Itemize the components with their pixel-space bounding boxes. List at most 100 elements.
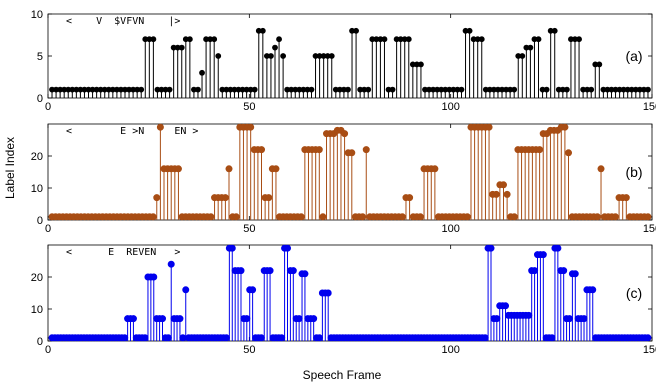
stem-marker <box>158 315 166 323</box>
stem-marker <box>272 165 280 173</box>
stem-marker <box>278 334 286 342</box>
stem-marker <box>466 27 473 34</box>
y-tick-label: 20 <box>31 151 43 163</box>
x-tick-label: 0 <box>45 344 51 356</box>
stem-marker <box>536 146 544 154</box>
panel-1: 0 50 100 150 0 5 10 < V $VFVN |> (a) <box>31 9 656 113</box>
x-tick-label: 150 <box>643 223 656 235</box>
y-tick-label: 10 <box>31 9 43 21</box>
stem-marker <box>563 86 570 93</box>
stem-marker <box>280 53 287 59</box>
stem-marker <box>228 244 236 252</box>
x-tick-label: 0 <box>45 101 51 113</box>
stem-marker <box>348 149 356 157</box>
stem-marker <box>297 213 305 221</box>
y-tick-label: 10 <box>31 304 43 316</box>
panel-tag: (c) <box>626 285 642 301</box>
panel-tag: (a) <box>625 48 642 64</box>
stem-marker <box>500 181 508 189</box>
y-tick-label: 10 <box>31 183 43 195</box>
x-tick-label: 150 <box>643 101 656 113</box>
stem-marker <box>259 27 266 34</box>
stem-marker <box>237 267 245 275</box>
stem-marker <box>416 213 424 221</box>
stem-marker <box>531 267 539 275</box>
y-tick-label: 0 <box>37 93 43 105</box>
stem-marker <box>622 194 630 202</box>
stem-marker <box>164 334 172 342</box>
stem-marker <box>315 146 323 154</box>
stem-marker <box>272 44 278 51</box>
x-axis-label: Speech Frame <box>303 368 382 382</box>
y-tick-label: 20 <box>31 272 43 284</box>
stem-marker <box>644 334 652 342</box>
stem-marker <box>554 244 562 252</box>
stem-marker <box>215 53 222 59</box>
stem-marker <box>249 286 257 294</box>
x-tick-label: 100 <box>441 344 459 356</box>
stem-marker <box>178 44 185 51</box>
stem-marker <box>645 86 651 93</box>
x-tick-label: 50 <box>243 223 255 235</box>
y-tick-label: 5 <box>37 51 43 63</box>
stem-marker <box>487 244 495 252</box>
stem-marker <box>580 315 588 323</box>
stem-marker <box>149 213 157 221</box>
stem-marker <box>247 123 255 131</box>
stem-marker <box>324 289 332 297</box>
stem-marker <box>611 213 619 221</box>
y-tick-label: 0 <box>37 336 43 348</box>
stem-marker <box>182 286 190 294</box>
x-tick-label: 50 <box>243 101 255 113</box>
stem-marker <box>341 130 349 138</box>
stem-marker <box>225 165 233 173</box>
stem-marker <box>257 334 265 342</box>
stem-marker <box>502 302 510 310</box>
stem-marker <box>431 165 439 173</box>
stem-marker <box>492 190 500 198</box>
stem-marker <box>289 267 297 275</box>
stem-marker <box>222 334 230 342</box>
stem-marker <box>276 36 282 43</box>
stem-marker <box>510 213 518 221</box>
stem-marker <box>596 61 603 68</box>
stem-marker <box>503 190 511 198</box>
stem-marker <box>319 213 327 221</box>
stem-marker <box>353 27 359 34</box>
stem-marker <box>597 165 605 173</box>
stem-marker <box>211 36 218 43</box>
stem-marker <box>576 36 582 43</box>
stem-marker <box>389 86 396 93</box>
panel-2: 0 50 100 150 0 10 20 < E >N EN > (b) <box>31 123 656 235</box>
stem-marker <box>345 86 351 93</box>
stem-marker <box>405 36 412 43</box>
stem-marker <box>315 334 323 342</box>
stem-marker <box>265 194 273 202</box>
stem-marker <box>258 146 266 154</box>
stem-marker <box>493 315 501 323</box>
stem-marker <box>644 213 652 221</box>
stem-marker <box>418 61 424 68</box>
stem-marker <box>199 69 205 76</box>
stem-marker <box>153 194 161 202</box>
stem-marker <box>560 267 568 275</box>
stem-marker <box>458 86 465 93</box>
stem-marker <box>527 44 534 51</box>
stem-marker <box>406 194 414 202</box>
stem-marker <box>535 36 542 43</box>
stem-marker <box>129 315 137 323</box>
stem-marker <box>295 315 303 323</box>
stem-marker <box>179 334 187 342</box>
stem-marker <box>141 334 149 342</box>
stem-marker <box>511 86 518 93</box>
stem-marker <box>207 213 215 221</box>
stem-marker <box>121 334 129 342</box>
stem-marker <box>365 86 372 93</box>
stem-marker <box>174 165 182 173</box>
x-tick-label: 50 <box>243 344 255 356</box>
panel-3: 0 50 100 150 0 10 20 < E REVEN > (c) <box>31 244 656 356</box>
stem-marker <box>589 286 597 294</box>
y-tick-label: 0 <box>37 215 43 227</box>
stem-marker <box>156 123 164 131</box>
